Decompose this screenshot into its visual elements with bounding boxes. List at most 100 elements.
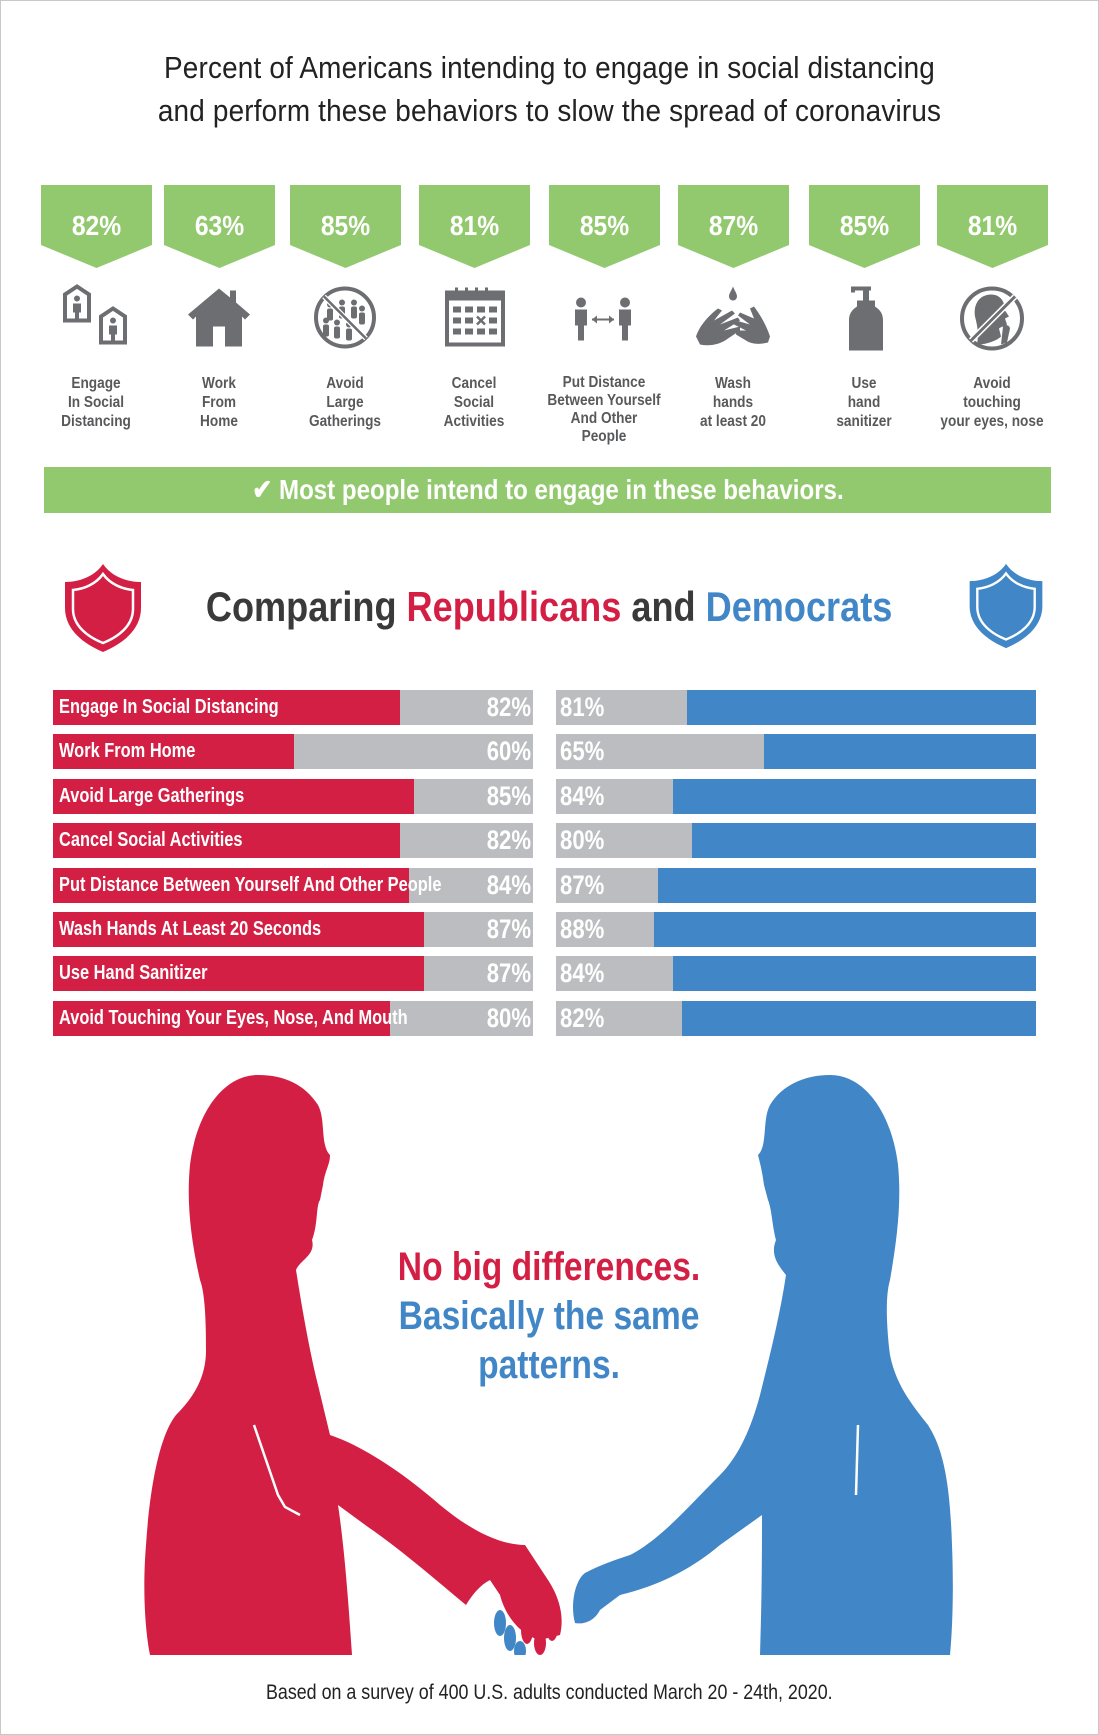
no-face-touch-icon [947,282,1037,357]
behavior-label: Work From Home [162,374,276,431]
democrat-percent: 84% [560,780,605,811]
democrat-percent: 81% [560,692,605,722]
republicans-label: Republicans [406,583,622,630]
behavior-label-line: Avoid [326,375,364,392]
percent-tag: 81% [937,185,1048,268]
republican-silhouette [144,1075,562,1655]
percent-tag: 63% [164,185,275,268]
republican-bar-fill [53,956,424,992]
summary-banner: ✔ Most people intend to engage in these … [44,467,1051,513]
behavior-label-line: Put Distance [562,374,646,391]
comparison-title-prefix: Comparing [206,583,407,630]
republican-percent: 82% [486,692,531,722]
percent-tag: 82% [41,185,152,268]
checkmark-icon: ✔ [251,474,272,505]
percent-tag: 85% [290,185,401,268]
democrat-bar-fill [672,956,1036,992]
republican-percent: 80% [486,1002,531,1033]
republican-percent: 85% [486,780,531,811]
house-icon [174,282,264,357]
source-note-text: Based on a survey of 400 U.S. adults con… [266,1681,833,1704]
conclusion-message: No big differences. Basically the same p… [0,1243,1099,1390]
republican-bar: Avoid Touching Your Eyes, Nose, And Mout… [53,1000,533,1036]
democrat-bar: 80% [556,823,1036,859]
republican-bar-fill [53,823,400,859]
behavior-label-line: Activities [443,413,505,430]
percent-value: 85% [320,210,371,241]
behavior-label-line: And Other [570,410,638,427]
behavior-label: Avoid Large Gatherings [288,374,402,431]
democrat-bar-fill [692,823,1036,859]
republican-bar: Use Hand Sanitizer 87% [53,956,533,992]
republican-bar: Put Distance Between Yourself And Other … [53,867,533,903]
democrat-bar: 65% [556,734,1036,770]
republican-bar-fill [53,867,410,903]
behavior-label-line: Use [851,375,877,392]
behavior-label-line: Work [202,375,236,392]
percent-value: 82% [71,210,122,241]
behavior-label: Avoid touching your eyes, nose [935,374,1049,431]
behavior-label: Use hand sanitizer [807,374,921,431]
page-title: Percent of Americans intending to engage… [55,46,1044,132]
behavior-label-line: In Social [67,394,125,411]
democrats-label: Democrats [706,583,893,630]
no-crowd-icon [300,282,390,357]
republican-bar: Wash Hands At Least 20 Seconds 87% [53,912,533,947]
behavior-label-line: touching [963,394,1021,411]
handshake-fingers [494,1610,558,1655]
percent-tag: 87% [678,185,789,268]
percent-value: 63% [194,210,245,241]
democrat-silhouette [573,1075,953,1655]
percent-tag: 81% [419,185,530,268]
comparison-title: Comparing Republicans and Democrats [0,582,1099,632]
bar-category-label: Avoid Large Gatherings [59,784,245,807]
democrat-bar: 88% [556,912,1036,947]
democrat-percent: 65% [560,736,605,767]
democrat-bar-fill [658,867,1036,903]
republican-bar: Cancel Social Activities 82% [53,823,533,859]
behavior-label: Engage In Social Distancing [39,374,153,431]
democrat-percent: 84% [560,958,605,989]
percent-value: 81% [967,210,1018,241]
democrat-percent: 80% [560,825,605,856]
republican-bar: Avoid Large Gatherings 85% [53,778,533,814]
democrat-bar-fill [682,1000,1036,1036]
republican-percent: 87% [486,958,531,989]
percent-tag: 85% [809,185,920,268]
message-line-3: patterns. [478,1343,621,1387]
behavior-label-line: at least 20 [700,413,766,430]
percent-value: 85% [839,210,890,241]
republican-bar-fill [53,690,400,725]
democrat-bar: 87% [556,867,1036,903]
democrat-bar-fill [653,912,1036,947]
behavior-label: Cancel Social Activities [417,374,531,431]
bar-category-label: Avoid Touching Your Eyes, Nose, And Mout… [59,1006,408,1029]
percent-value: 87% [708,210,759,241]
bar-category-label: Wash Hands At Least 20 Seconds [59,918,322,940]
republican-bar-fill [53,1000,390,1036]
behavior-label: Put Distance Between Yourself And Other Peo… [547,374,661,446]
bar-category-label: Engage In Social Distancing [59,696,279,718]
behavior-label-line: From [201,394,237,411]
behavior-label-line: Between Yourself [547,392,661,409]
behavior-label: Wash hands at least 20 [676,374,790,431]
republican-percent: 87% [486,914,531,944]
republican-bar-fill [53,912,424,947]
democrat-percent: 82% [560,1002,605,1033]
behavior-label-line: People [581,428,627,445]
source-note: Based on a survey of 400 U.S. adults con… [0,1681,1099,1705]
republican-percent: 84% [486,869,531,900]
behavior-label-line: your eyes, nose [940,413,1044,430]
behavior-label-line: Cancel [451,375,497,392]
behavior-label-line: hands [712,394,754,411]
behavior-label-line: Social [453,394,495,411]
democrat-shield-icon [969,563,1043,649]
comparison-and: and [621,583,707,630]
percent-value: 81% [449,210,500,241]
title-line-1: Percent of Americans intending to engage… [164,50,935,85]
republican-percent: 60% [486,736,531,767]
democrat-bar-fill [764,734,1036,770]
behavior-label-line: Home [200,413,238,430]
democrat-bar: 84% [556,956,1036,992]
behavior-label-line: Engage [71,375,121,392]
